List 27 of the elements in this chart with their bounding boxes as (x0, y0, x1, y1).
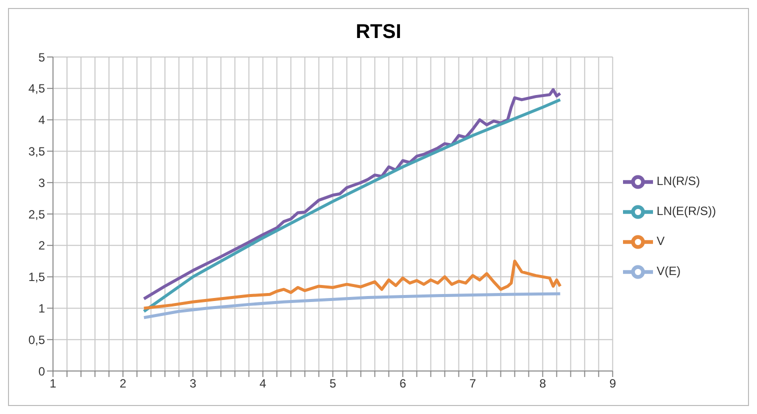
x-tick-label: 6 (399, 376, 406, 391)
x-tick-label: 2 (120, 376, 127, 391)
legend-label: LN(R/S) (656, 174, 700, 188)
y-tick-label: 5 (38, 50, 46, 64)
y-tick-label: 0,5 (28, 332, 46, 347)
legend-label: LN(E(R/S)) (656, 204, 716, 218)
y-tick-label: 0 (38, 364, 46, 378)
y-tick-label: 4 (38, 113, 46, 128)
y-tick-label: 2,5 (28, 207, 46, 222)
legend-label: V(E) (656, 264, 681, 278)
line-series (142, 260, 562, 310)
legend-label: V (656, 234, 665, 248)
y-tick-label: 4,5 (28, 82, 46, 96)
y-tick-label: 1 (38, 301, 46, 316)
x-tick-label: 8 (539, 376, 546, 391)
x-tick-label: 1 (50, 376, 57, 391)
x-tick-label: 4 (260, 376, 267, 391)
x-tick-label: 9 (609, 376, 616, 391)
line-series (142, 292, 562, 320)
y-tick-label: 1,5 (28, 270, 46, 284)
y-tick-label: 3 (38, 176, 46, 190)
chart-title: RTSI (354, 20, 402, 45)
y-tick-label: 3,5 (28, 144, 46, 158)
x-tick-label: 3 (190, 376, 197, 391)
x-tick-label: 5 (329, 376, 336, 391)
y-tick-label: 2 (38, 238, 46, 253)
x-tick-label: 7 (469, 376, 476, 391)
